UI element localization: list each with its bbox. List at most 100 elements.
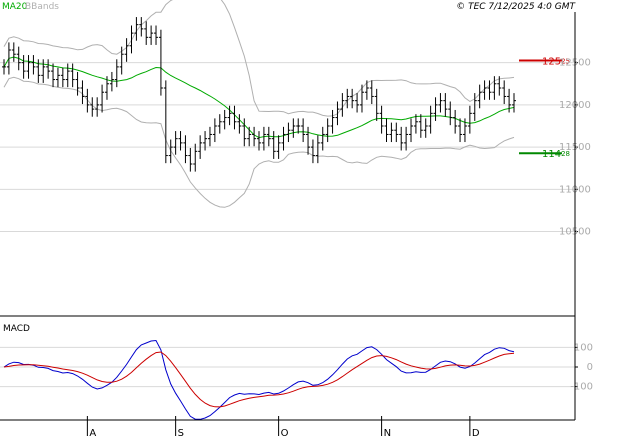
- price-bar: [149, 25, 154, 45]
- price-bar: [291, 118, 296, 138]
- price-bar: [453, 109, 458, 134]
- grid-layer: [0, 62, 575, 233]
- price-bar: [252, 126, 257, 147]
- price-bar: [423, 118, 428, 138]
- x-tick-label: D: [472, 428, 480, 439]
- price-bar: [129, 25, 134, 54]
- price-bar: [369, 80, 374, 105]
- macd-title: MACD: [3, 324, 30, 334]
- bband-lower-line: [3, 76, 515, 208]
- price-bar: [301, 118, 306, 143]
- price-bar: [114, 59, 119, 88]
- price-bar: [433, 97, 438, 121]
- resistance-label: 12525: [542, 57, 570, 68]
- price-bar: [345, 88, 350, 109]
- price-bar: [247, 126, 252, 147]
- price-bar: [399, 126, 404, 151]
- x-tick-label: S: [178, 428, 184, 439]
- macd-panel: MACD 100 0 -100: [0, 324, 593, 420]
- price-bar: [2, 59, 6, 75]
- price-bar: [389, 122, 394, 143]
- price-bar: [158, 29, 163, 96]
- price-bar: [11, 42, 16, 62]
- price-bar: [286, 122, 291, 143]
- price-bar: [31, 55, 36, 75]
- price-bar: [296, 118, 301, 134]
- price-bar: [350, 88, 355, 109]
- price-bar: [257, 131, 261, 151]
- price-bar: [51, 63, 56, 88]
- price-bar: [502, 80, 507, 105]
- price-bar: [482, 80, 487, 100]
- price-bar: [281, 126, 286, 151]
- legend-bbands: BBands: [25, 2, 59, 12]
- price-bar: [320, 126, 325, 151]
- price-bar: [60, 67, 65, 88]
- macd-signal-line: [3, 351, 515, 408]
- price-bar: [21, 55, 26, 79]
- price-bar: [394, 122, 399, 143]
- price-bar: [271, 131, 276, 159]
- price-bar: [266, 126, 271, 147]
- price-bar: [242, 118, 247, 147]
- price-bar: [104, 76, 109, 100]
- price-bar: [222, 109, 227, 130]
- price-bar: [178, 131, 183, 151]
- price-bar: [203, 131, 208, 151]
- price-bar: [188, 147, 193, 172]
- price-bar: [458, 118, 463, 143]
- price-bar: [227, 105, 232, 126]
- price-bar: [41, 59, 46, 83]
- price-bar: [507, 88, 512, 113]
- price-bar: [310, 139, 315, 164]
- price-bar: [139, 17, 144, 37]
- price-bar: [359, 84, 364, 113]
- price-bar: [497, 76, 502, 96]
- price-bar: [6, 42, 11, 75]
- source-credit: © TEC 7/12/2025 4:0 GMT: [456, 2, 576, 12]
- price-bar: [154, 25, 159, 45]
- macd-tick-label: 100: [574, 342, 593, 353]
- price-bar: [330, 109, 335, 134]
- price-bar: [428, 105, 433, 134]
- price-bar: [355, 93, 360, 113]
- price-bar: [16, 46, 21, 71]
- macd-line: [3, 339, 515, 420]
- support-label: 11428: [542, 149, 570, 160]
- price-bar: [217, 114, 222, 134]
- price-bar: [261, 126, 266, 151]
- legend-ma20: MA20: [2, 2, 28, 12]
- price-bar: [207, 126, 212, 147]
- price-bar: [487, 80, 492, 100]
- price-bar: [315, 135, 320, 164]
- price-bar: [409, 118, 414, 143]
- price-bar: [124, 38, 129, 62]
- price-bar: [95, 97, 100, 117]
- price-bar: [90, 97, 95, 117]
- price-bar: [237, 114, 242, 134]
- price-bar: [65, 63, 70, 88]
- price-bar: [306, 126, 311, 155]
- price-bar: [198, 135, 203, 159]
- price-bar: [232, 105, 237, 130]
- price-bar: [75, 71, 80, 96]
- price-bar: [438, 93, 443, 113]
- price-bar: [472, 93, 477, 121]
- price-bar: [276, 135, 281, 159]
- bollinger-bands: [3, 0, 515, 208]
- price-bar: [443, 93, 448, 117]
- bband-upper-line: [3, 0, 515, 117]
- price-bar: [212, 118, 217, 143]
- price-bar: [512, 93, 516, 113]
- price-bar: [144, 21, 149, 45]
- price-bar: [26, 55, 31, 79]
- price-bar: [168, 139, 173, 164]
- macd-tick-label: 0: [587, 362, 593, 373]
- price-bar: [36, 59, 41, 83]
- price-bar: [374, 88, 379, 121]
- price-bar: [70, 63, 75, 88]
- price-bar: [46, 59, 51, 79]
- x-tick-label: A: [89, 428, 96, 439]
